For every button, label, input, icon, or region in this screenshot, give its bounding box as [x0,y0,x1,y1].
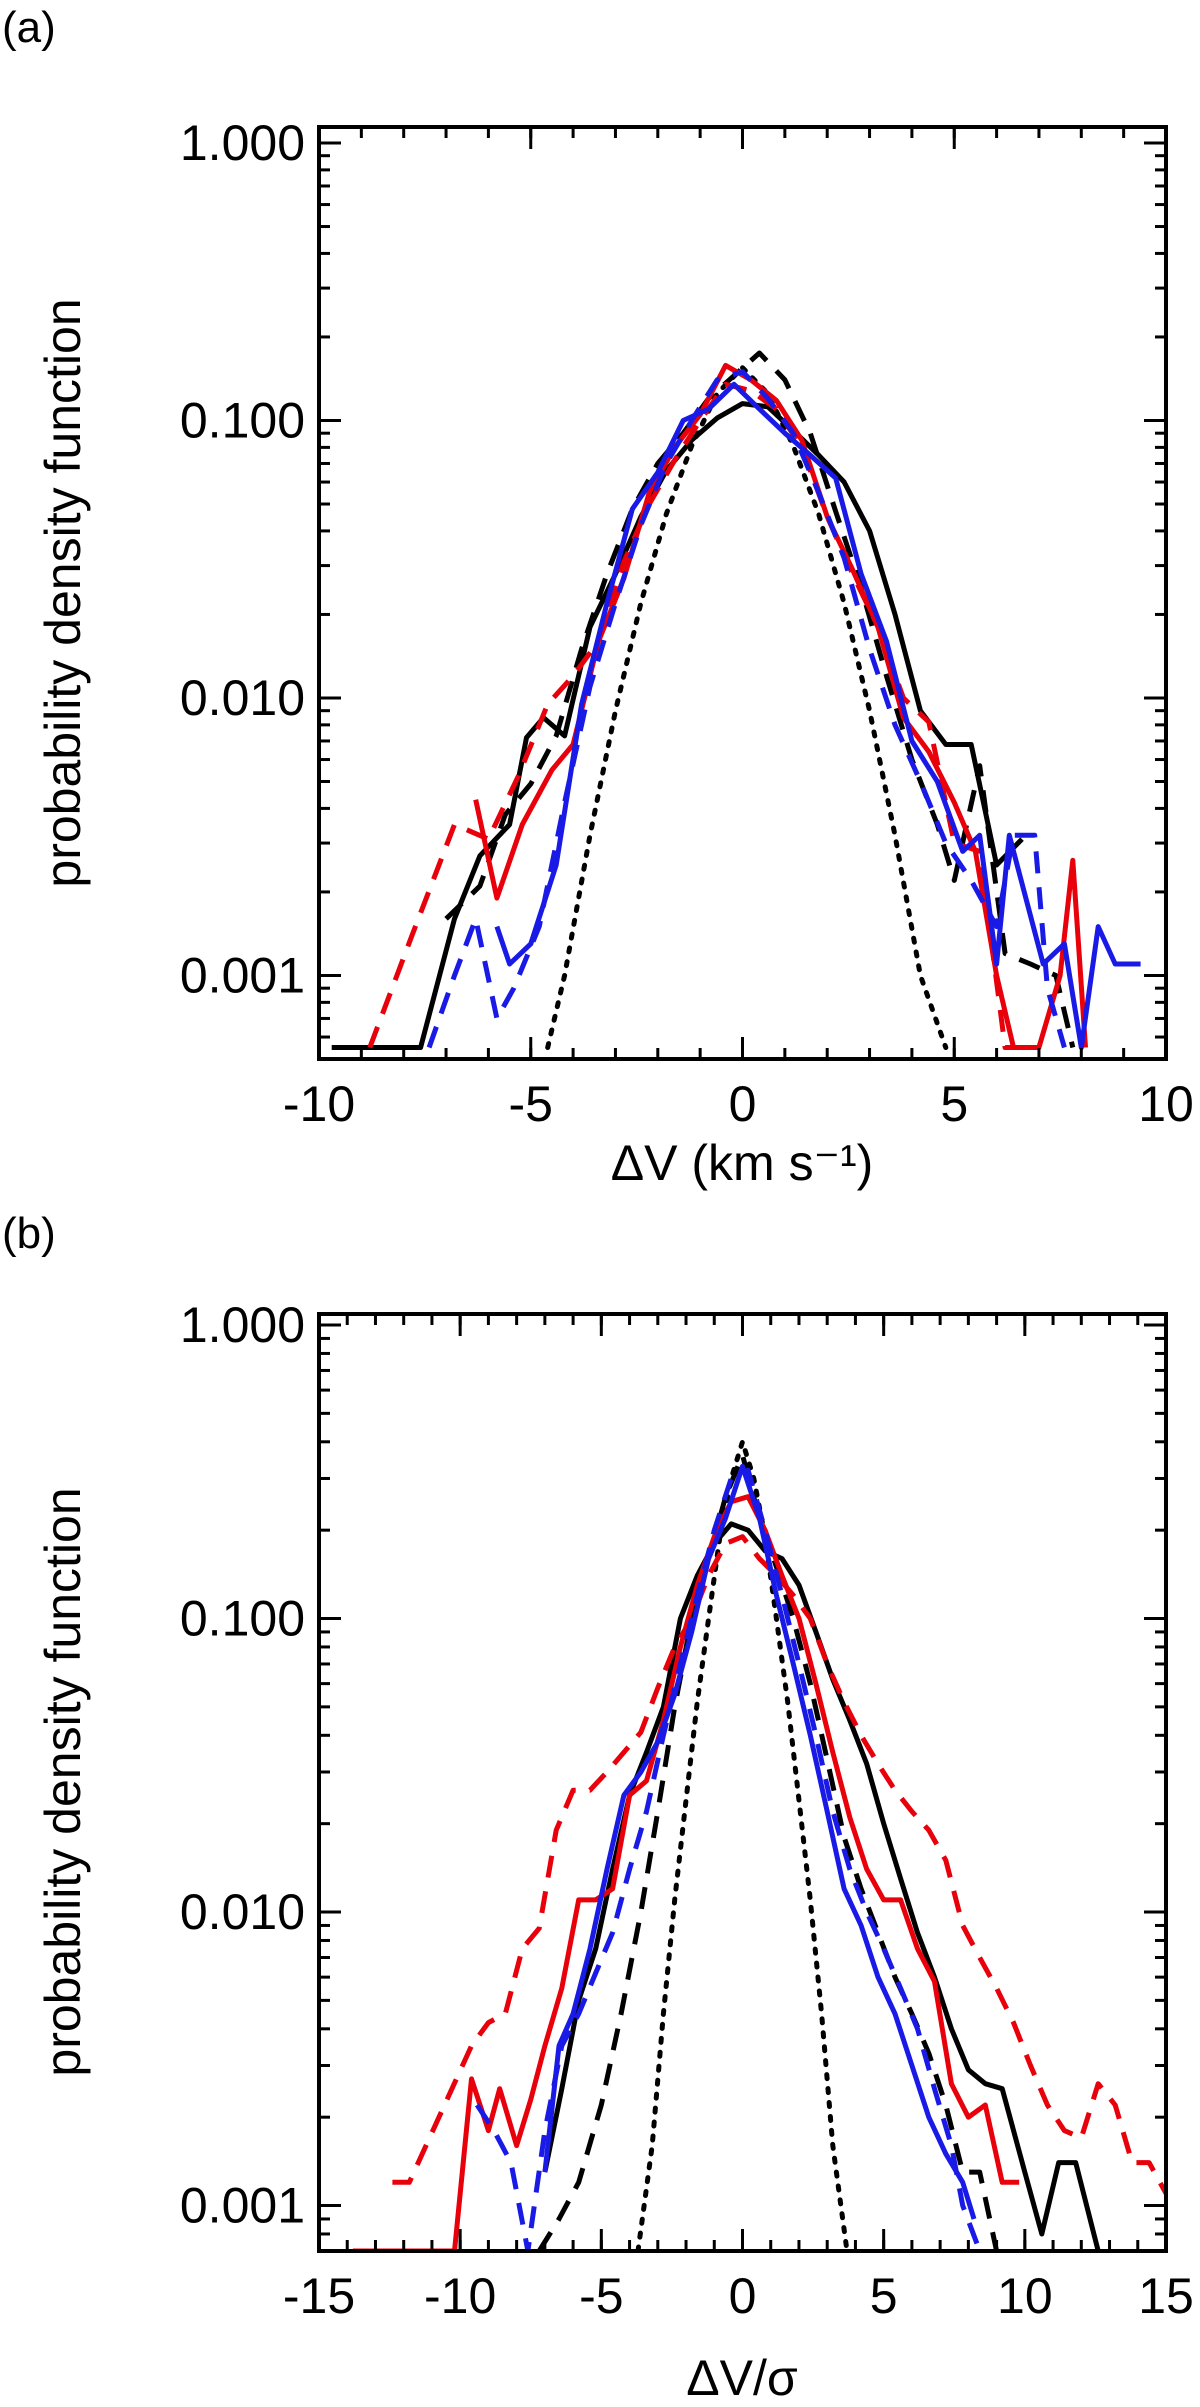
x-tick-label: 0 [729,2268,757,2324]
x-tick-label: 10 [997,2268,1053,2324]
series-line-b-5 [392,1534,1166,2195]
ticks-b: -15 -10 -5 0 5 10 15 0.001 0.010 0.100 1.000 [180,1297,1194,2324]
x-axis-label-b: ΔV/σ [686,2350,798,2406]
series-line-b-3 [635,1439,850,2251]
panel-b-label: (b) [2,1209,56,1258]
y-axis-label-a: probability density function [35,298,91,887]
x-tick-label: 10 [1138,1076,1194,1132]
x-tick-label: 5 [940,1076,968,1132]
series-line-a-1 [331,401,1024,1050]
series-line-a-2 [444,350,1076,1049]
y-tick-label: 0.010 [180,670,305,726]
x-tick-label: -15 [283,2268,355,2324]
y-tick-label: 0.001 [180,947,305,1003]
x-tick-label: 0 [729,1076,757,1132]
x-tick-label: 15 [1138,2268,1194,2324]
plot-lines-b [352,1439,1166,2251]
series-line-a-7 [426,369,1067,1049]
plot-frame-b [317,1312,1168,2253]
y-tick-label: 0.100 [180,1591,305,1647]
x-tick-label: -5 [579,2268,623,2324]
series-line-b-7 [475,1467,983,2251]
y-tick-label: 0.001 [180,2178,305,2234]
x-tick-label: -10 [283,1076,355,1132]
series-line-b-4 [352,1494,1020,2251]
panel-a-label: (a) [2,3,56,52]
series-line-a-6 [494,381,1141,1050]
x-tick-label: -5 [509,1076,553,1132]
x-tick-label: 5 [870,2268,898,2324]
y-tick-label: 1.000 [180,1297,305,1353]
series-line-b-6 [542,1463,977,2220]
y-tick-label: 0.010 [180,1884,305,1940]
x-axis-label-a: ΔV (km s⁻¹) [611,1135,874,1191]
ticks-a: -10 -5 0 5 10 0.001 0.010 0.100 1.000 [180,115,1194,1132]
series-line-a-3 [545,365,949,1050]
chart-panel-a: -10 -5 0 5 10 0.001 0.010 0.100 1.000 ΔV (km s⁻¹… [35,115,1194,1191]
series-line-b-1 [542,1521,1101,2251]
plot-lines-a [331,350,1141,1050]
plot-frame-a [317,125,1168,1061]
y-tick-label: 0.100 [180,392,305,448]
y-axis-label-b: probability density function [35,1487,91,2076]
x-tick-label: -10 [424,2268,496,2324]
y-tick-label: 1.000 [180,115,305,171]
series-line-a-5 [367,381,1031,1050]
